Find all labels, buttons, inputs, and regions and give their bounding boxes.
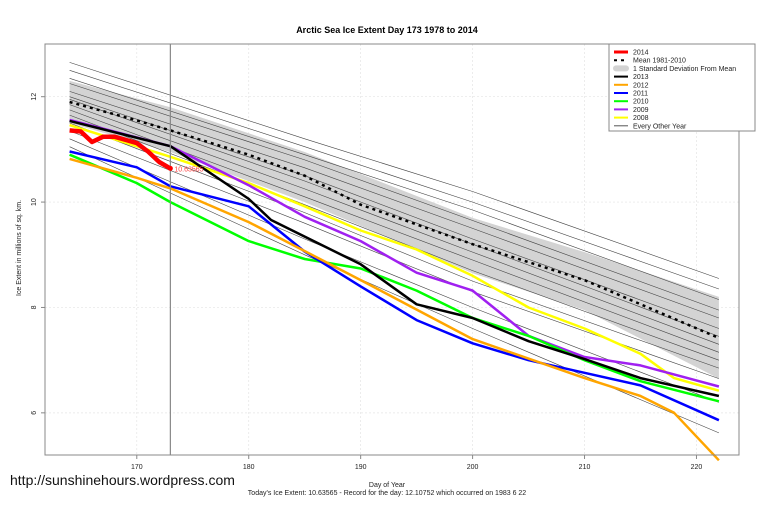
- y-axis-label: Ice Extent in millions of sq. km.: [16, 200, 23, 296]
- other-year-line: [69, 104, 720, 345]
- current-value-point: [167, 165, 173, 171]
- series-line-2009: [69, 118, 720, 388]
- x-tick-label: 190: [355, 464, 367, 471]
- legend-label: Mean 1981-2010: [633, 58, 686, 65]
- x-tick-label: 180: [243, 464, 255, 471]
- series-line-2014: [69, 128, 172, 171]
- other-year-line: [69, 122, 719, 369]
- legend-label: Every Other Year: [633, 123, 687, 130]
- other-year-line: [69, 83, 720, 311]
- watermark-url: http://sunshinehours.wordpress.com: [10, 472, 235, 488]
- x-tick-label: 210: [579, 464, 591, 471]
- y-tick-label: 10: [31, 198, 38, 206]
- legend-label: 2011: [633, 91, 648, 98]
- other-year-line: [69, 62, 719, 279]
- plot-frame: [44, 43, 740, 456]
- other-year-line: [69, 114, 720, 361]
- other-year-line: [69, 91, 720, 319]
- y-tick-label: 12: [31, 93, 38, 101]
- legend-label: 2012: [633, 82, 649, 89]
- legend-swatch: [613, 65, 629, 72]
- chart-caption: Today's Ice Extent: 10.63565 - Record fo…: [248, 490, 527, 497]
- legend-label: 2010: [633, 99, 649, 106]
- x-tick-label: 170: [131, 464, 143, 471]
- mean-line: [69, 100, 720, 340]
- legend-label: 2009: [633, 107, 649, 114]
- legend-box: [608, 43, 756, 132]
- legend-label: 2014: [633, 50, 649, 57]
- other-year-line: [69, 96, 720, 329]
- legend-label: 2008: [633, 115, 649, 122]
- series-line-2013: [69, 119, 720, 398]
- other-year-line: [69, 138, 720, 403]
- x-tick-label: 200: [467, 464, 479, 471]
- other-year-line: [69, 78, 720, 300]
- x-tick-label: 220: [691, 464, 703, 471]
- std-deviation-band: [69, 80, 719, 379]
- series-line-2012: [69, 157, 720, 462]
- other-year-line: [69, 70, 719, 290]
- chart-title: Arctic Sea Ice Extent Day 173 1978 to 20…: [296, 25, 478, 35]
- legend-label: 2013: [633, 74, 649, 81]
- y-tick-label: 6: [31, 411, 38, 415]
- current-value-label: 10.63565: [174, 166, 203, 173]
- other-year-line: [69, 99, 720, 337]
- y-tick-label: 8: [31, 305, 38, 309]
- series-line-2010: [69, 153, 720, 403]
- series-line-2011: [69, 150, 720, 422]
- legend-label: 1 Standard Deviation From Mean: [633, 66, 736, 73]
- x-axis-label: Day of Year: [369, 482, 406, 489]
